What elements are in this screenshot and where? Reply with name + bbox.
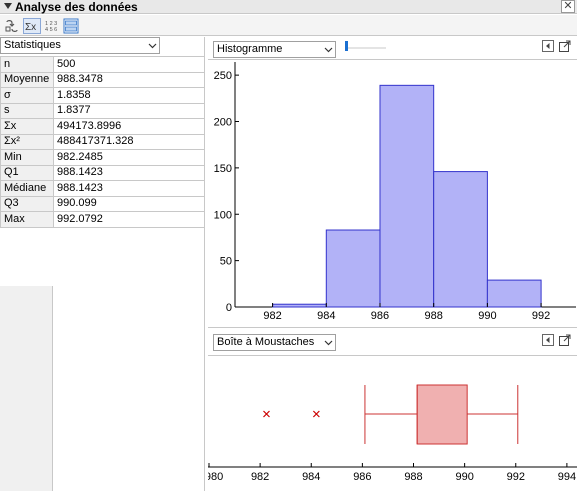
boxplot-chart: 980 982 984 986 988 990 992 994 — [208, 384, 577, 483]
svg-text:Σx: Σx — [25, 22, 36, 33]
chevron-down-icon — [148, 43, 157, 49]
box-iqr — [416, 384, 468, 445]
x-tick-label: 990 — [455, 471, 473, 483]
x-tick-label: 980 — [208, 471, 223, 483]
x-tick-label: 988 — [404, 471, 422, 483]
stats-row[interactable]: Max 992.0792 — [0, 211, 205, 228]
stats-label: Médiane — [0, 180, 54, 197]
stats-value: 494173.8996 — [53, 118, 205, 135]
stats-row[interactable]: Médiane 988.1423 — [0, 180, 205, 197]
histogram-bar — [486, 279, 542, 308]
histogram-chart: 0 50 100 150 200 250 982 984 986 988 990 992 — [214, 62, 576, 320]
slider-thumb[interactable] — [345, 41, 348, 51]
stats-row[interactable]: n 500 — [0, 56, 205, 73]
histogram-bar — [433, 171, 488, 308]
popout-icon[interactable] — [559, 40, 571, 52]
stats-label: Max — [0, 211, 54, 228]
stats-value: 488417371.328 — [53, 133, 205, 150]
bin-slider[interactable] — [342, 40, 390, 54]
stats-label: n — [0, 56, 54, 73]
y-tick-label: 0 — [226, 302, 232, 314]
outlier-point — [263, 410, 270, 418]
histogram-panel-header: Histogramme — [208, 37, 577, 59]
stats-value: 1.8358 — [53, 87, 205, 104]
stats-value: 990.099 — [53, 195, 205, 212]
divider — [208, 355, 577, 356]
y-tick-label: 100 — [214, 209, 232, 221]
statistics-select[interactable]: Statistiques — [0, 37, 160, 54]
histogram-select[interactable]: Histogramme — [213, 41, 336, 58]
x-tick-label: 990 — [478, 310, 496, 320]
svg-text:4 5 6: 4 5 6 — [45, 27, 57, 33]
stats-value: 988.1423 — [53, 164, 205, 181]
collapse-panel-icon[interactable] — [542, 40, 554, 52]
collapse-panel-icon[interactable] — [542, 334, 554, 346]
svg-text:1 2 3: 1 2 3 — [45, 21, 57, 27]
stats-row[interactable]: Q1 988.1423 — [0, 164, 205, 181]
x-tick-label: 982 — [263, 310, 281, 320]
stats-value: 982.2485 — [53, 149, 205, 166]
boxplot-select-value: Boîte à Moustaches — [217, 336, 315, 348]
x-tick-label: 986 — [371, 310, 389, 320]
x-tick-label: 994 — [558, 471, 576, 483]
statistics-select-value: Statistiques — [4, 39, 61, 51]
stats-label: Σx² — [0, 133, 54, 150]
x-tick-label: 992 — [532, 310, 550, 320]
collapse-triangle-icon[interactable] — [4, 3, 12, 9]
y-tick-label: 200 — [214, 117, 232, 129]
stats-row[interactable]: Σx 494173.8996 — [0, 118, 205, 135]
stats-row[interactable]: Q3 990.099 — [0, 195, 205, 212]
stats-label: Q1 — [0, 164, 54, 181]
x-tick-label: 982 — [251, 471, 269, 483]
window-title: Analyse des données — [15, 0, 138, 14]
divider — [208, 59, 577, 60]
number-grid-icon[interactable]: 1 2 3 4 5 6 — [44, 18, 61, 34]
stats-value: 988.1423 — [53, 180, 205, 197]
boxplot-select[interactable]: Boîte à Moustaches — [213, 334, 336, 351]
toolbar: Σx 1 2 3 4 5 6 — [0, 15, 577, 36]
stats-label: Min — [0, 149, 54, 166]
stats-label: Q3 — [0, 195, 54, 212]
stats-label: Σx — [0, 118, 54, 135]
y-tick-label: 250 — [214, 70, 232, 82]
chevron-down-icon — [324, 340, 333, 346]
title-bar: Analyse des données ✕ — [0, 0, 577, 14]
x-tick-label: 986 — [353, 471, 371, 483]
popout-icon[interactable] — [559, 334, 571, 346]
statistics-pane: Statistiques n 500 Moyenne 988.3478 σ 1.8358 s… — [0, 37, 205, 491]
x-tick-label: 984 — [302, 471, 320, 483]
stats-value: 992.0792 — [53, 211, 205, 228]
sigma-x-icon[interactable]: Σx — [23, 18, 41, 34]
stats-row[interactable]: σ 1.8358 — [0, 87, 205, 104]
histogram-bar — [272, 303, 327, 308]
stats-row[interactable]: s 1.8377 — [0, 102, 205, 119]
row-header-filler — [0, 286, 53, 491]
stats-row[interactable]: Moyenne 988.3478 — [0, 71, 205, 88]
stats-value: 988.3478 — [53, 71, 205, 88]
x-tick-label: 988 — [425, 310, 443, 320]
divider — [208, 327, 577, 328]
stats-label: σ — [0, 87, 54, 104]
layout-rows-icon[interactable] — [63, 18, 79, 34]
stats-value: 500 — [53, 56, 205, 73]
x-tick-label: 984 — [317, 310, 335, 320]
y-tick-label: 150 — [214, 163, 232, 175]
stats-row[interactable]: Min 982.2485 — [0, 149, 205, 166]
histogram-bar — [325, 229, 381, 308]
chevron-down-icon — [324, 47, 333, 53]
x-tick-label: 992 — [507, 471, 525, 483]
boxplot-panel-header: Boîte à Moustaches — [208, 331, 577, 353]
y-tick-label: 50 — [220, 256, 232, 268]
stats-row[interactable]: Σx² 488417371.328 — [0, 133, 205, 150]
histogram-bar — [379, 84, 435, 308]
stats-value: 1.8377 — [53, 102, 205, 119]
outlier-point — [312, 410, 320, 418]
statistics-table: n 500 Moyenne 988.3478 σ 1.8358 s 1.8377 Σx 49417… — [0, 56, 205, 228]
swap-icon[interactable] — [4, 18, 20, 34]
stats-label: s — [0, 102, 54, 119]
close-button[interactable]: ✕ — [561, 0, 575, 13]
stats-label: Moyenne — [0, 71, 54, 88]
histogram-select-value: Histogramme — [217, 43, 283, 55]
